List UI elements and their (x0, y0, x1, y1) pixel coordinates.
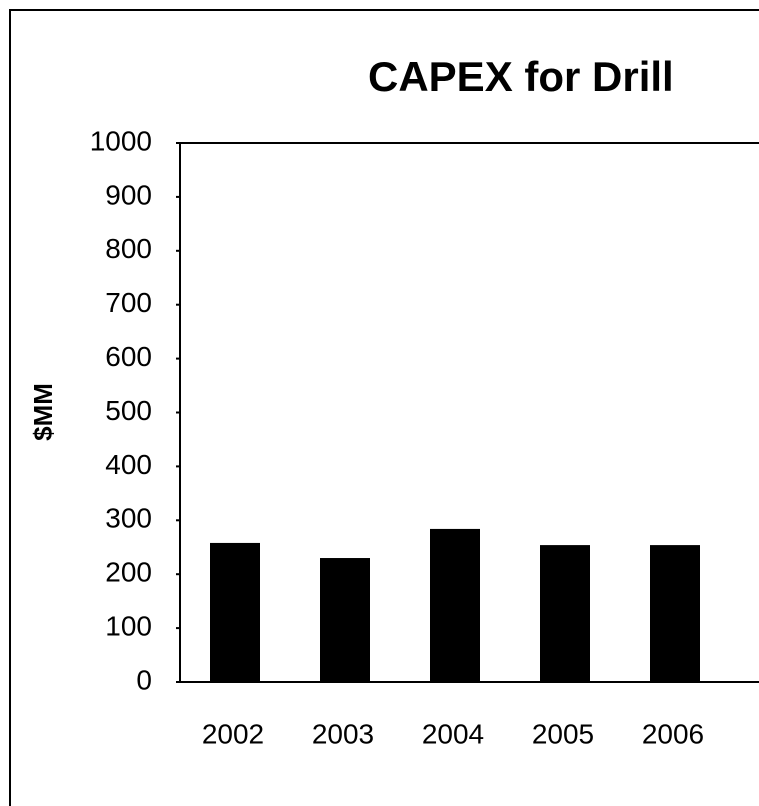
y-axis-label: $MM (28, 383, 58, 441)
y-tick-label: 500 (105, 395, 152, 426)
y-tick-label: 200 (105, 557, 152, 588)
y-tick-label: 1000 (90, 125, 152, 156)
bar (650, 545, 700, 682)
y-tick-label: 900 (105, 179, 152, 210)
bar (210, 542, 260, 682)
x-tick-label: 2003 (312, 718, 374, 749)
y-tick-label: 0 (136, 664, 152, 695)
y-tick-label: 400 (105, 449, 152, 480)
bar (540, 545, 590, 682)
y-tick-label: 100 (105, 610, 152, 641)
y-tick-label: 800 (105, 233, 152, 264)
y-tick-label: 600 (105, 341, 152, 372)
x-tick-label: 2005 (532, 718, 594, 749)
y-tick-label: 700 (105, 287, 152, 318)
bar (430, 528, 480, 682)
x-tick-label: 2004 (422, 718, 484, 749)
bar (320, 558, 370, 682)
y-tick-label: 300 (105, 503, 152, 534)
chart-title: CAPEX for Drill (368, 53, 674, 100)
x-tick-label: 2002 (202, 718, 264, 749)
x-tick-label: 2006 (642, 718, 704, 749)
